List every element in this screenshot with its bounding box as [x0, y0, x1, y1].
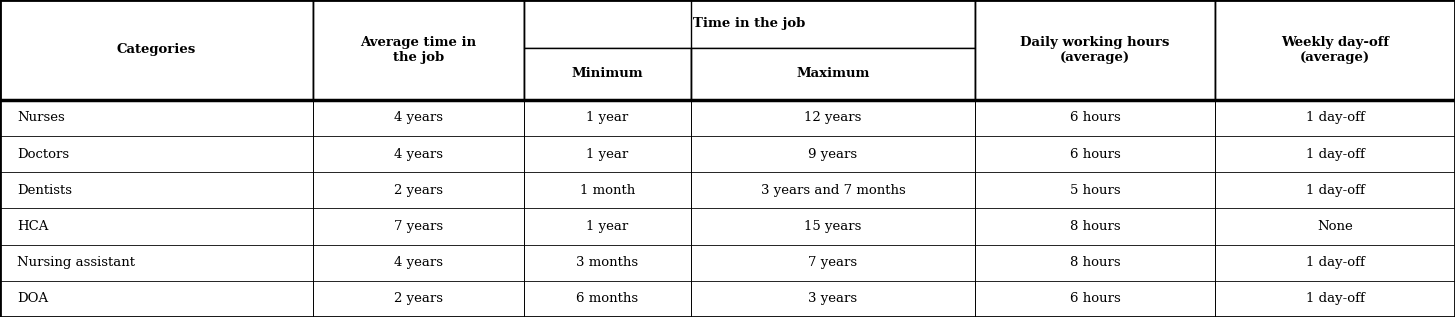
Text: 4 years: 4 years	[394, 256, 442, 269]
Text: 8 hours: 8 hours	[1069, 220, 1120, 233]
Text: 1 year: 1 year	[586, 112, 629, 125]
Text: Weekly day-off
(average): Weekly day-off (average)	[1280, 36, 1390, 64]
Text: 8 hours: 8 hours	[1069, 256, 1120, 269]
Bar	[313, 0, 524, 100]
Text: Doctors: Doctors	[17, 148, 70, 161]
Text: 15 years: 15 years	[805, 220, 861, 233]
Text: 9 years: 9 years	[809, 148, 857, 161]
Bar	[524, 48, 691, 100]
Text: Categories: Categories	[116, 43, 196, 56]
Text: 6 hours: 6 hours	[1069, 292, 1120, 305]
Text: Daily working hours
(average): Daily working hours (average)	[1020, 36, 1170, 64]
Text: 1 year: 1 year	[586, 220, 629, 233]
Text: Dentists: Dentists	[17, 184, 73, 197]
Text: 1 year: 1 year	[586, 148, 629, 161]
Text: Minimum: Minimum	[572, 68, 643, 81]
Text: 12 years: 12 years	[805, 112, 861, 125]
Text: 7 years: 7 years	[394, 220, 442, 233]
Text: 3 years and 7 months: 3 years and 7 months	[761, 184, 905, 197]
Text: 6 hours: 6 hours	[1069, 112, 1120, 125]
Text: 5 hours: 5 hours	[1069, 184, 1120, 197]
Text: Maximum: Maximum	[796, 68, 870, 81]
Text: 6 months: 6 months	[576, 292, 639, 305]
Text: 1 month: 1 month	[581, 184, 634, 197]
Text: 2 years: 2 years	[394, 184, 442, 197]
Text: HCA: HCA	[17, 220, 49, 233]
Text: 2 years: 2 years	[394, 292, 442, 305]
Text: 1 day-off: 1 day-off	[1305, 292, 1365, 305]
Text: 1 day-off: 1 day-off	[1305, 184, 1365, 197]
Text: DOA: DOA	[17, 292, 48, 305]
Text: Nursing assistant: Nursing assistant	[17, 256, 135, 269]
Text: 3 months: 3 months	[576, 256, 639, 269]
Text: Average time in
the job: Average time in the job	[361, 36, 476, 64]
Text: 1 day-off: 1 day-off	[1305, 112, 1365, 125]
Text: 4 years: 4 years	[394, 148, 442, 161]
Bar	[691, 48, 975, 100]
Text: 1 day-off: 1 day-off	[1305, 148, 1365, 161]
Text: 3 years: 3 years	[809, 292, 857, 305]
Bar	[975, 0, 1215, 100]
Text: 6 hours: 6 hours	[1069, 148, 1120, 161]
Text: 1 day-off: 1 day-off	[1305, 256, 1365, 269]
Text: Time in the job: Time in the job	[693, 17, 806, 30]
Bar	[0, 0, 313, 100]
Text: 4 years: 4 years	[394, 112, 442, 125]
Text: 7 years: 7 years	[809, 256, 857, 269]
Text: Nurses: Nurses	[17, 112, 65, 125]
Bar	[1215, 0, 1455, 100]
Text: None: None	[1317, 220, 1353, 233]
Bar	[524, 0, 975, 48]
